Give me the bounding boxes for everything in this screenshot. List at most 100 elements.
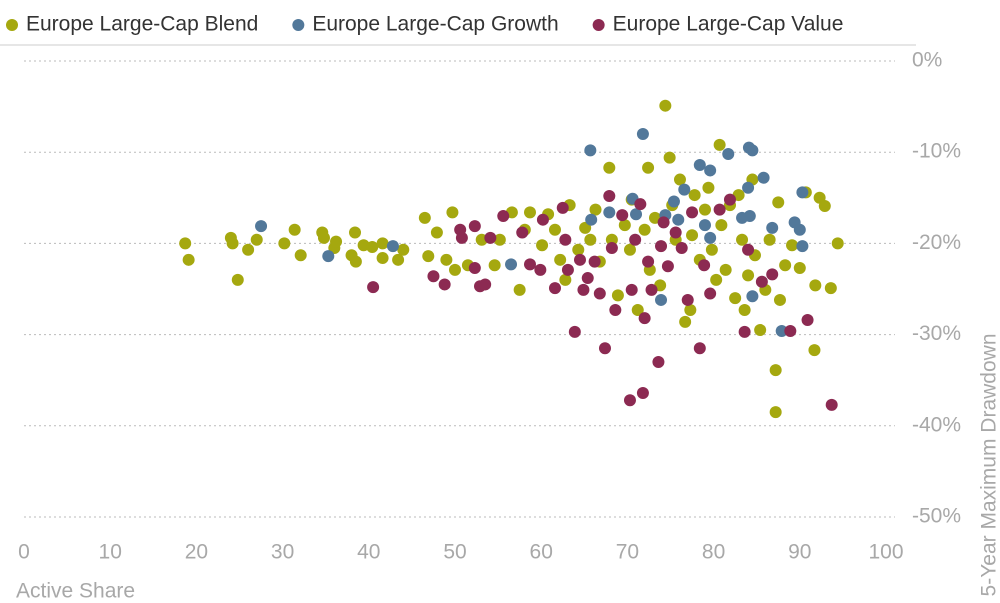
point: [226, 237, 239, 250]
point: [704, 164, 717, 177]
point: [605, 241, 618, 254]
point: [294, 249, 307, 262]
point: [536, 239, 549, 252]
point: [655, 293, 668, 306]
point: [572, 243, 585, 256]
point: [349, 255, 362, 268]
point: [769, 364, 782, 377]
point: [585, 213, 598, 226]
point: [629, 233, 642, 246]
point: [630, 208, 643, 221]
point: [713, 203, 726, 216]
point: [766, 268, 779, 281]
point: [638, 312, 651, 325]
point: [636, 127, 649, 140]
point: [516, 226, 529, 239]
x-tick-label: 40: [357, 541, 380, 564]
y-tick-label: -50%: [912, 505, 961, 528]
legend-marker: [6, 19, 18, 31]
point: [831, 237, 844, 250]
x-tick-label: 20: [185, 541, 208, 564]
point: [772, 196, 785, 209]
point: [704, 287, 717, 300]
point: [584, 144, 597, 157]
point: [376, 237, 389, 250]
point: [231, 273, 244, 286]
point: [484, 231, 497, 244]
point: [672, 213, 685, 226]
point: [618, 219, 631, 232]
x-tick-label: 50: [443, 541, 466, 564]
point: [702, 181, 715, 194]
point: [255, 220, 268, 233]
point: [769, 406, 782, 419]
point: [603, 161, 616, 174]
y-tick-label: -10%: [912, 140, 961, 163]
point: [561, 263, 574, 276]
point: [738, 325, 751, 338]
point: [642, 161, 655, 174]
point: [523, 206, 536, 219]
point: [568, 325, 581, 338]
x-tick-label: 30: [271, 541, 294, 564]
point: [796, 186, 809, 199]
point: [713, 138, 726, 151]
point: [579, 221, 592, 234]
y-tick-label: 0%: [912, 49, 942, 72]
point: [673, 173, 686, 186]
legend-label: Europe Large-Cap Blend: [26, 13, 258, 36]
point: [722, 148, 735, 161]
point: [616, 209, 629, 222]
x-tick-label: 80: [702, 541, 725, 564]
point: [611, 289, 624, 302]
point: [766, 221, 779, 234]
point: [322, 250, 335, 263]
point: [742, 181, 755, 194]
point: [449, 263, 461, 276]
point: [440, 253, 453, 266]
point: [250, 233, 263, 246]
point: [179, 237, 192, 250]
point: [182, 253, 195, 266]
point: [786, 239, 799, 252]
point: [678, 183, 691, 196]
point: [667, 195, 680, 208]
point: [559, 233, 572, 246]
x-tick-label: 70: [616, 541, 639, 564]
point: [684, 303, 697, 316]
point: [554, 253, 567, 266]
point: [796, 240, 809, 253]
point: [801, 314, 814, 327]
point: [479, 278, 492, 291]
point: [598, 342, 611, 355]
point: [577, 283, 590, 296]
point: [534, 263, 547, 276]
point: [742, 243, 755, 256]
point: [603, 206, 616, 219]
point: [793, 262, 806, 275]
point: [779, 259, 792, 272]
point: [427, 270, 440, 283]
point: [605, 233, 618, 246]
point: [589, 203, 602, 216]
point: [824, 282, 837, 295]
point: [659, 99, 672, 112]
x-tick-label: 60: [530, 541, 553, 564]
x-tick-label: 90: [788, 541, 811, 564]
point: [330, 235, 343, 248]
point: [392, 253, 405, 266]
y-tick-label: -20%: [912, 231, 961, 254]
point: [438, 278, 451, 291]
point: [468, 262, 481, 275]
point: [468, 220, 481, 233]
point: [609, 303, 622, 316]
point: [422, 250, 435, 263]
y-tick-label: -40%: [912, 413, 961, 436]
point: [688, 189, 701, 202]
point: [705, 243, 718, 256]
point: [349, 226, 362, 239]
point: [636, 386, 649, 399]
point: [625, 283, 638, 296]
point: [825, 398, 838, 411]
